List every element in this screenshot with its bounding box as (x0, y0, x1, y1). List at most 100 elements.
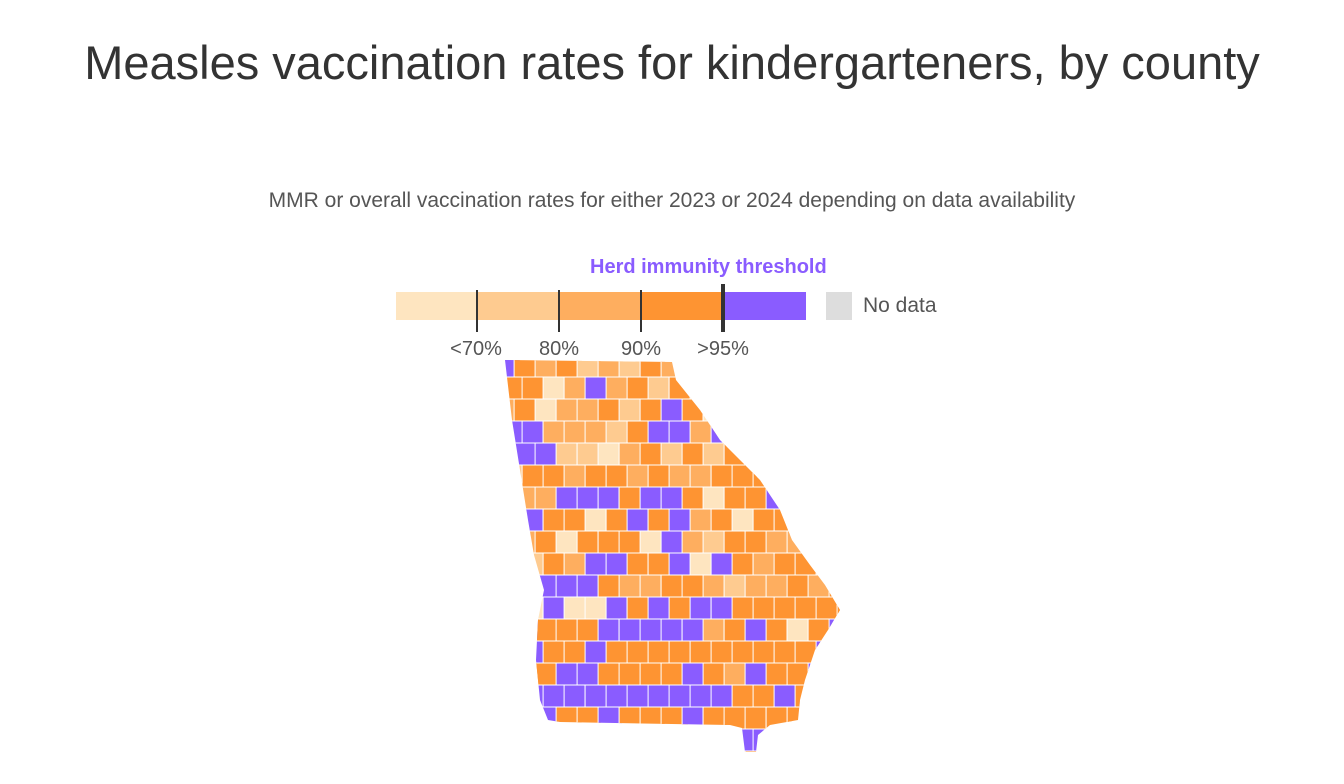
county (618, 574, 642, 598)
county (765, 618, 788, 642)
county (723, 442, 750, 466)
county (828, 618, 840, 642)
county (660, 442, 685, 466)
county (828, 530, 840, 554)
county (689, 640, 714, 664)
county (828, 398, 840, 422)
county (597, 398, 622, 422)
county (563, 508, 589, 532)
county (815, 596, 840, 620)
county (702, 706, 728, 730)
county (605, 596, 628, 620)
county (513, 574, 537, 598)
county (702, 398, 726, 422)
county (584, 420, 608, 444)
county (605, 376, 631, 400)
county (731, 552, 754, 576)
county (576, 706, 602, 730)
tick-label: <70% (450, 338, 502, 360)
county (794, 420, 820, 444)
county (563, 552, 587, 576)
county (702, 442, 728, 466)
county (702, 618, 725, 642)
county (807, 618, 833, 642)
county (597, 750, 621, 752)
county (689, 596, 712, 620)
county (505, 530, 520, 554)
county (505, 508, 527, 532)
county (555, 486, 579, 510)
county (639, 750, 663, 752)
county (786, 442, 811, 466)
county (618, 750, 642, 752)
county (681, 750, 709, 752)
county (786, 662, 810, 686)
county (828, 360, 840, 378)
county (576, 486, 600, 510)
county (744, 398, 771, 422)
county (689, 728, 714, 752)
county (752, 596, 778, 620)
county (647, 464, 673, 488)
county (563, 420, 589, 444)
county (505, 486, 515, 510)
county (542, 376, 568, 400)
county (744, 486, 769, 510)
legend-bin-90-95 (641, 292, 723, 320)
county (773, 464, 799, 488)
county (744, 530, 770, 554)
county (815, 640, 839, 664)
chart-subtitle: MMR or overall vaccination rates for eit… (268, 189, 1076, 212)
county (723, 750, 751, 752)
county (710, 552, 734, 576)
county (597, 486, 620, 510)
herd-immunity-label: Herd immunity threshold (590, 256, 827, 278)
county (773, 508, 798, 532)
county (731, 640, 755, 664)
county (807, 360, 832, 378)
county (584, 464, 608, 488)
county (723, 662, 749, 686)
county (668, 596, 692, 620)
county (710, 420, 738, 444)
county (647, 596, 672, 620)
county (765, 486, 789, 510)
county (681, 360, 707, 378)
county (576, 530, 599, 554)
county (723, 618, 748, 642)
county (542, 640, 567, 664)
county (702, 574, 726, 598)
county (626, 376, 650, 400)
county (807, 662, 831, 686)
county (505, 640, 528, 664)
county (765, 750, 788, 752)
county (794, 552, 821, 576)
county (597, 618, 620, 642)
county (605, 464, 629, 488)
county (660, 750, 685, 752)
county (815, 420, 840, 444)
county (773, 420, 797, 444)
county (681, 398, 704, 422)
county (521, 684, 546, 708)
county (773, 376, 799, 400)
county (668, 684, 693, 708)
county (584, 508, 607, 532)
county (744, 706, 767, 730)
county (836, 464, 840, 488)
county (773, 552, 797, 576)
county (681, 486, 707, 510)
county (555, 442, 578, 466)
county (807, 398, 835, 422)
county (815, 728, 840, 752)
county (521, 728, 548, 752)
county (689, 376, 718, 400)
county (597, 706, 623, 730)
county (765, 442, 791, 466)
county (639, 486, 663, 510)
county (576, 662, 601, 686)
county (647, 728, 673, 752)
county (505, 442, 515, 466)
county (618, 618, 643, 642)
county (513, 360, 537, 378)
